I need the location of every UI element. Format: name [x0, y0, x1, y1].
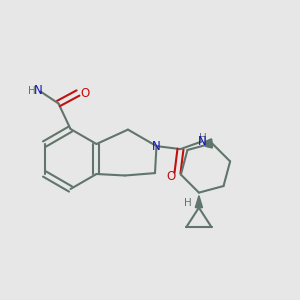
Text: N: N [198, 135, 207, 148]
Text: H: H [199, 133, 206, 143]
Text: H: H [184, 198, 191, 208]
Text: O: O [167, 170, 176, 183]
Polygon shape [195, 196, 203, 208]
Text: N: N [152, 140, 161, 153]
Text: O: O [80, 86, 89, 100]
Text: H: H [28, 86, 36, 96]
Text: N: N [34, 84, 43, 98]
